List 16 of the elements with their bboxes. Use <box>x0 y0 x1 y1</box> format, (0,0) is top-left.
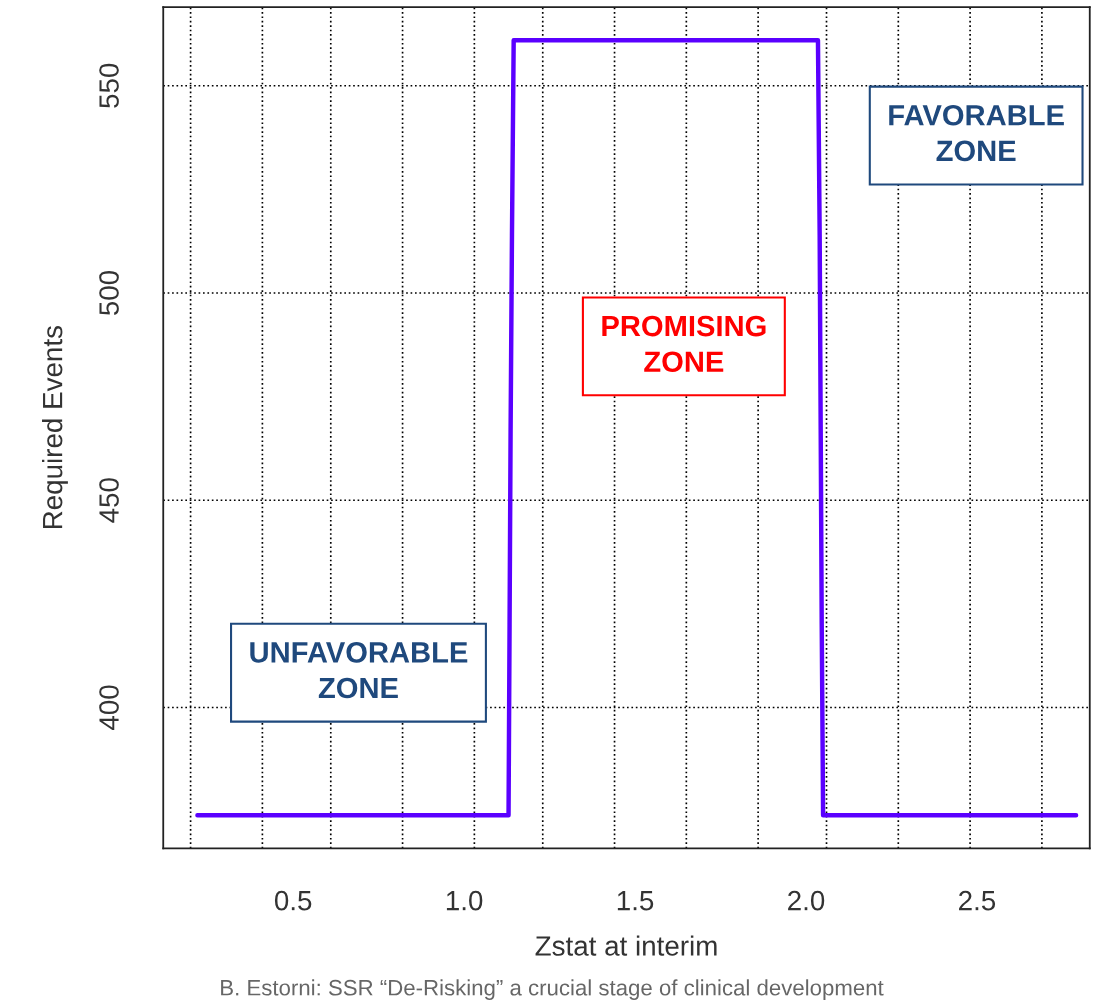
annotation: FAVORABLE ZONE <box>889 104 1064 162</box>
annotation: UNFAVORABLE ZONE <box>250 642 468 699</box>
x-tick-label: 1.5 <box>617 891 654 911</box>
x-tick-label: 2.0 <box>788 890 825 911</box>
line-series <box>195 37 1079 818</box>
x-tick-label: 1.0 <box>446 890 483 911</box>
y-tick-label: 450 <box>99 478 119 523</box>
x-axis-title: Zstat at interim <box>535 935 717 956</box>
text: B. Estorni: SSR “De-Risking” a crucial stage of clinical development <box>221 979 884 1000</box>
y-tick-label: 500 <box>99 270 119 316</box>
y-tick-label: 400 <box>99 685 119 730</box>
x-tick-label: 2.5 <box>959 890 996 911</box>
annotation: PROMISING ZONE <box>602 315 766 373</box>
y-axis-title: Required Events <box>42 326 68 529</box>
x-tick-label: 0.5 <box>274 890 312 911</box>
y-tick-label: 550 <box>99 63 119 108</box>
